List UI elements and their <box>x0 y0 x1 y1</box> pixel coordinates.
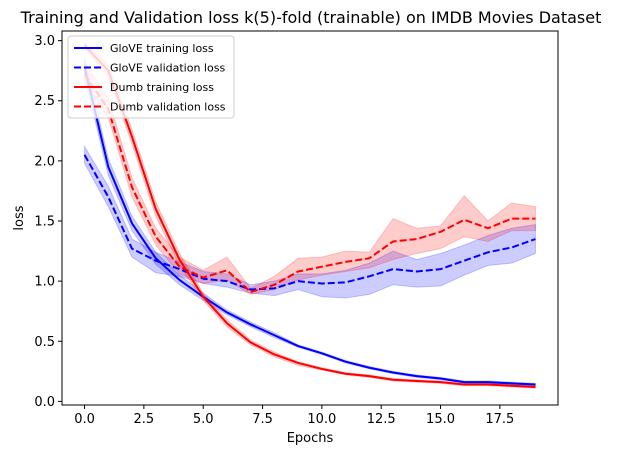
y-tick-label: 2.0 <box>34 154 55 169</box>
x-tick-label: 2.5 <box>134 412 155 427</box>
y-tick-label: 3.0 <box>34 34 55 49</box>
x-tick-label: 17.5 <box>485 412 514 427</box>
y-tick-label: 2.5 <box>34 94 55 109</box>
x-tick-label: 7.5 <box>252 412 273 427</box>
plot-frame <box>61 30 559 406</box>
x-tick-label: 10.0 <box>307 412 336 427</box>
series-band <box>84 57 536 387</box>
series-lines <box>83 44 536 388</box>
x-tick-label: 15.0 <box>426 412 455 427</box>
legend-label: Dumb training loss <box>110 81 214 94</box>
x-tick-label: 12.5 <box>367 412 396 427</box>
legend-label: GloVE training loss <box>110 42 214 55</box>
series-line <box>83 154 536 291</box>
y-axis-label: loss <box>12 205 27 230</box>
series-band <box>84 144 536 299</box>
legend-label: GloVE validation loss <box>110 62 225 75</box>
y-tick-label: 1.5 <box>34 215 55 230</box>
x-tick-label: 5.0 <box>193 412 214 427</box>
y-tick-label: 0.5 <box>34 335 55 350</box>
x-tick-label: 0.0 <box>74 412 95 427</box>
y-axis-ticks: 0.0 0.5 1.0 1.5 2.0 2.5 3.0 <box>34 34 62 410</box>
legend: GloVE training loss GloVE validation loss… <box>67 35 235 119</box>
y-tick-label: 0.0 <box>34 395 55 410</box>
x-axis-ticks: 0.0 2.5 5.0 7.5 10.0 12.5 15.0 17.5 <box>74 405 514 427</box>
series-line <box>83 44 536 388</box>
series-band <box>84 41 536 389</box>
chart-title: Training and Validation loss k(5)-fold (… <box>20 8 602 27</box>
x-axis-label: Epochs <box>287 431 334 446</box>
series-line <box>83 73 536 293</box>
legend-label: Dumb validation loss <box>110 101 226 114</box>
y-tick-label: 1.0 <box>34 275 55 290</box>
legend-box <box>67 35 235 119</box>
